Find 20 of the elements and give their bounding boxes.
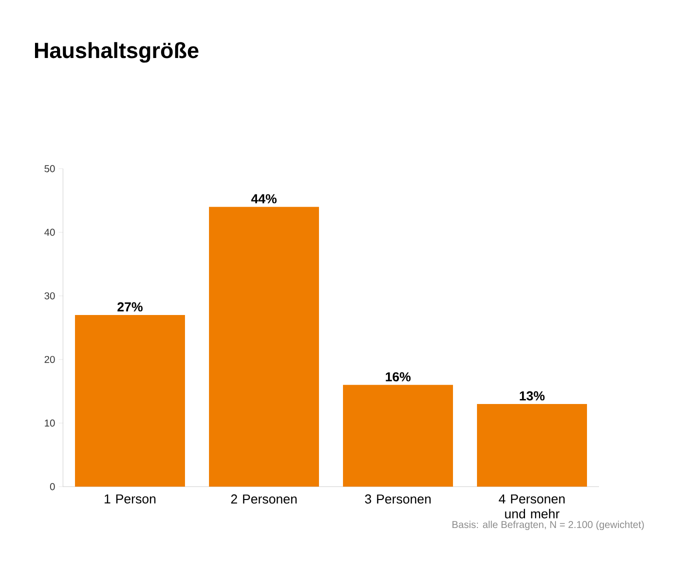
y-tick-label: 20 (44, 356, 55, 363)
y-tick-label: 0 (50, 483, 55, 490)
data-label: 27% (117, 302, 143, 312)
y-tick-label: 30 (44, 292, 55, 300)
x-tick-label: 4 Personen und mehr (498, 494, 565, 518)
y-tick-label: 40 (44, 228, 55, 236)
y-tick-label: 10 (44, 420, 55, 427)
bar (208, 206, 319, 487)
bar (342, 384, 453, 487)
data-label: 13% (520, 391, 545, 400)
data-label: 16% (386, 372, 411, 382)
x-tick-label: 3 Personen (365, 494, 431, 504)
bar (476, 404, 587, 487)
bar (74, 314, 185, 487)
x-tick-label: 1 Person (104, 494, 156, 504)
data-label: 44% (251, 194, 277, 204)
text: Basis: alle Befragten, N = 2.100 (gewichtet) (452, 520, 644, 530)
y-tick-label: 50 (44, 165, 55, 172)
chart-title: Haushaltsgröße (34, 42, 198, 63)
x-tick-label: 2 Personen (231, 494, 297, 504)
